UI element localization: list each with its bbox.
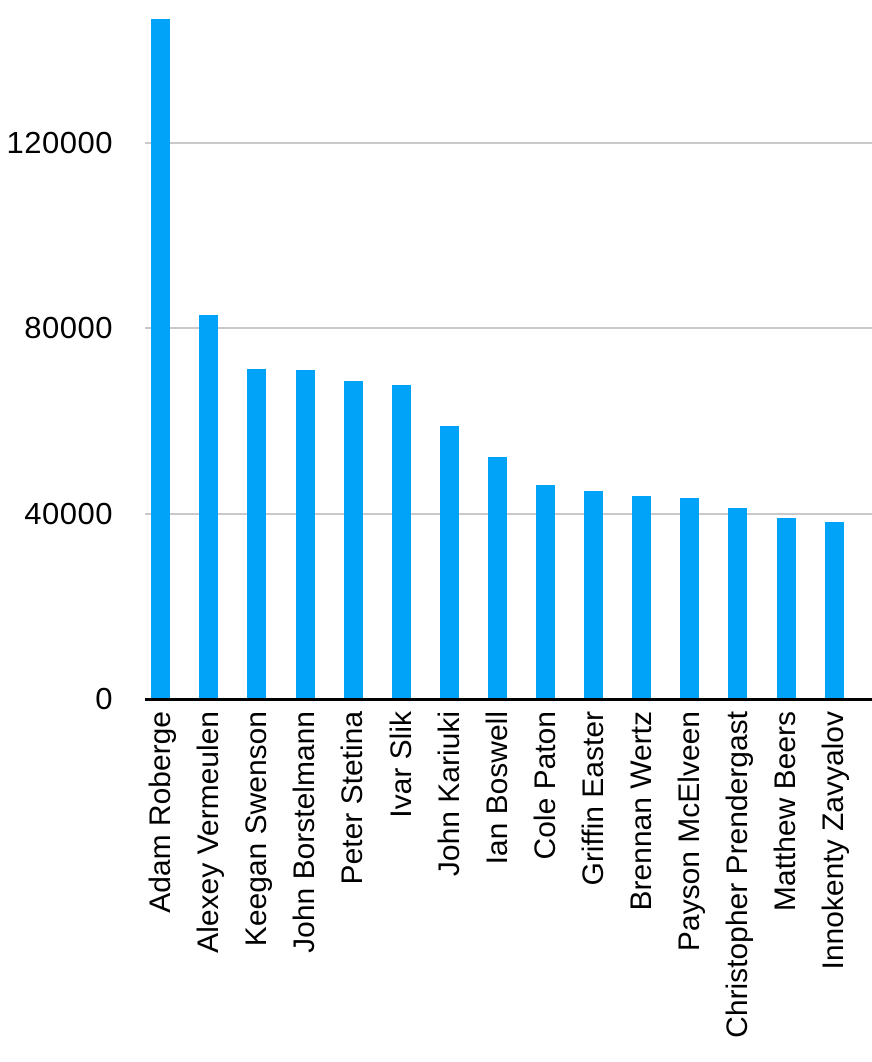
y-tick-label: 40000 bbox=[24, 495, 113, 531]
plot-area bbox=[145, 0, 872, 701]
x-tick-label: Griffin Easter bbox=[576, 711, 610, 886]
gridline bbox=[145, 142, 872, 145]
x-tick-cell: Ivar Slik bbox=[377, 711, 425, 1062]
bar bbox=[824, 521, 844, 699]
bar bbox=[391, 384, 411, 699]
bar bbox=[536, 484, 556, 699]
bar bbox=[487, 456, 507, 699]
x-tick-cell: Alexey Vermeulen bbox=[185, 711, 233, 1062]
x-tick-cell: Innokenty Zavyalov bbox=[810, 711, 858, 1062]
x-axis-labels: Adam Roberge Alexey Vermeulen Keegan Swens… bbox=[144, 711, 872, 1062]
x-tick-cell: Griffin Easter bbox=[570, 711, 618, 1062]
x-tick-cell: Christopher Prendergast bbox=[714, 711, 762, 1062]
x-tick-label: John Kariuki bbox=[432, 711, 466, 877]
y-axis-labels: 0 40000 80000 120000 bbox=[0, 0, 113, 716]
x-tick-cell: Ian Boswell bbox=[473, 711, 521, 1062]
bar bbox=[199, 314, 219, 699]
x-tick-cell: Matthew Beers bbox=[762, 711, 810, 1062]
y-tick-label: 120000 bbox=[6, 125, 113, 161]
x-tick-label: Innokenty Zavyalov bbox=[817, 711, 851, 970]
x-tick-cell: Payson McElveen bbox=[666, 711, 714, 1062]
x-tick-label: Alexey Vermeulen bbox=[192, 711, 226, 953]
x-tick-label: Ivar Slik bbox=[384, 711, 418, 818]
bar bbox=[151, 19, 171, 699]
gridline bbox=[145, 327, 872, 330]
bar bbox=[680, 497, 700, 699]
bar bbox=[632, 495, 652, 699]
x-tick-cell: Keegan Swenson bbox=[233, 711, 281, 1062]
bar bbox=[439, 425, 459, 699]
x-tick-label: Cole Paton bbox=[528, 711, 562, 860]
x-tick-label: John Borstelmann bbox=[288, 711, 322, 953]
x-tick-cell: John Borstelmann bbox=[281, 711, 329, 1062]
gridline bbox=[145, 512, 872, 515]
x-tick-label: Ian Boswell bbox=[480, 711, 514, 865]
x-tick-cell: John Kariuki bbox=[425, 711, 473, 1062]
x-tick-label: Matthew Beers bbox=[769, 711, 803, 912]
bar bbox=[776, 517, 796, 699]
x-tick-cell: Adam Roberge bbox=[137, 711, 185, 1062]
x-tick-label: Peter Stetina bbox=[336, 711, 370, 885]
bar bbox=[343, 380, 363, 699]
bar bbox=[295, 369, 315, 699]
x-tick-label: Adam Roberge bbox=[144, 711, 177, 913]
x-tick-label: Keegan Swenson bbox=[240, 711, 274, 947]
x-tick-cell: Cole Paton bbox=[522, 711, 570, 1062]
y-tick-label: 0 bbox=[95, 681, 113, 716]
bar bbox=[247, 368, 267, 699]
x-tick-cell: Peter Stetina bbox=[329, 711, 377, 1062]
x-tick-label: Payson McElveen bbox=[673, 711, 707, 952]
y-tick-label: 80000 bbox=[24, 310, 113, 346]
x-tick-cell: Brennan Wertz bbox=[618, 711, 666, 1062]
x-axis-line bbox=[145, 698, 872, 701]
x-tick-label: Christopher Prendergast bbox=[721, 711, 755, 1038]
bar bbox=[728, 507, 748, 699]
x-tick-label: Brennan Wertz bbox=[625, 711, 658, 911]
bar bbox=[584, 491, 604, 699]
